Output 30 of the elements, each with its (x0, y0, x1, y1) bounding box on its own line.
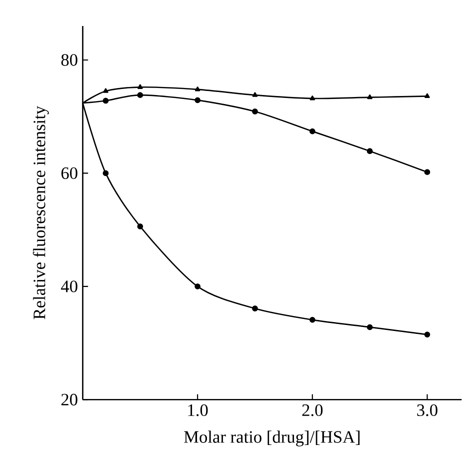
x-tick-label: 1.0 (188, 404, 208, 416)
x-tick-label: 3.0 (417, 404, 438, 416)
y-tick-label: 40 (61, 280, 78, 292)
point (367, 94, 372, 100)
point (424, 332, 430, 338)
y-tick-label: 20 (61, 394, 78, 406)
point (194, 97, 200, 104)
point (138, 84, 143, 90)
point (252, 92, 258, 98)
x-tick-label: 2.0 (302, 404, 323, 416)
point (310, 96, 316, 100)
point (309, 317, 316, 323)
y-tick-label: 60 (61, 168, 78, 180)
point (194, 86, 200, 92)
point (366, 324, 373, 330)
point (137, 224, 144, 230)
point (194, 284, 200, 290)
point (252, 108, 258, 115)
point (309, 128, 316, 134)
point (252, 306, 258, 312)
point (366, 148, 373, 154)
x-axis-title: Molar ratio [drug]/[HSA] (184, 430, 360, 447)
point (102, 170, 109, 176)
point (103, 88, 108, 94)
point (102, 98, 109, 104)
y-tick-label: 80 (61, 54, 78, 66)
point (424, 93, 430, 98)
y-axis-title: Relative fluorescence intensity (32, 106, 49, 320)
point (424, 169, 430, 176)
point (137, 92, 144, 98)
